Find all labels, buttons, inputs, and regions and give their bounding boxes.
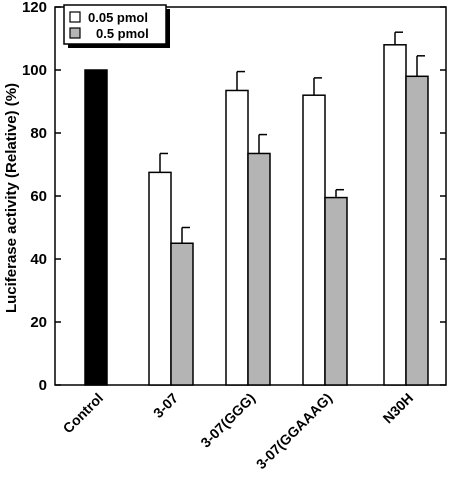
x-tick-label-3-07-ggaaag: 3-07(GGAAAG)	[253, 390, 335, 472]
bar-n30h-0-5-pmol	[405, 75, 429, 386]
bar-3-07-ggg-0-5-pmol	[247, 152, 271, 386]
x-tick-label-3-07-ggg: 3-07(GGG)	[197, 390, 258, 451]
x-tick-label-n30h: N30H	[379, 390, 416, 427]
bar-3-07-ggaaag-0-05-pmol	[302, 94, 326, 386]
y-tick-label-20: 20	[30, 314, 47, 331]
y-tick-label-80: 80	[30, 125, 47, 142]
bar-3-07-0-5-pmol	[170, 242, 194, 386]
y-tick-label-60: 60	[30, 188, 47, 205]
bar-n30h-0-05-pmol	[383, 44, 407, 386]
y-tick-label-40: 40	[30, 251, 47, 268]
legend-box	[63, 4, 167, 45]
bar-3-07-ggg-0-05-pmol	[225, 89, 249, 386]
y-tick-label-0: 0	[39, 377, 47, 394]
x-tick-label-control: Control	[60, 390, 107, 437]
legend-swatch-0.5-pmol	[69, 27, 81, 39]
y-tick-label-120: 120	[22, 0, 47, 16]
legend: 0.05 pmol 0.5 pmol	[63, 4, 170, 48]
x-tick-label-3-07: 3-07	[150, 390, 181, 421]
y-axis-title: Luciferase activity (Relative) (%)	[3, 83, 20, 313]
legend-label-0.05-pmol: 0.05 pmol	[88, 10, 148, 25]
y-tick-label-100: 100	[22, 62, 47, 79]
legend-swatch-0.05-pmol	[69, 11, 81, 23]
bar-3-07-0-05-pmol	[148, 171, 172, 386]
bar-3-07-ggaaag-0-5-pmol	[324, 196, 348, 386]
legend-label-0.5-pmol: 0.5 pmol	[96, 26, 149, 41]
bar-control	[84, 69, 108, 386]
plot-area: 0 20 40 60 80 100 120 Control 3-07 3-07(GGG)3-07(…	[22, 0, 447, 472]
